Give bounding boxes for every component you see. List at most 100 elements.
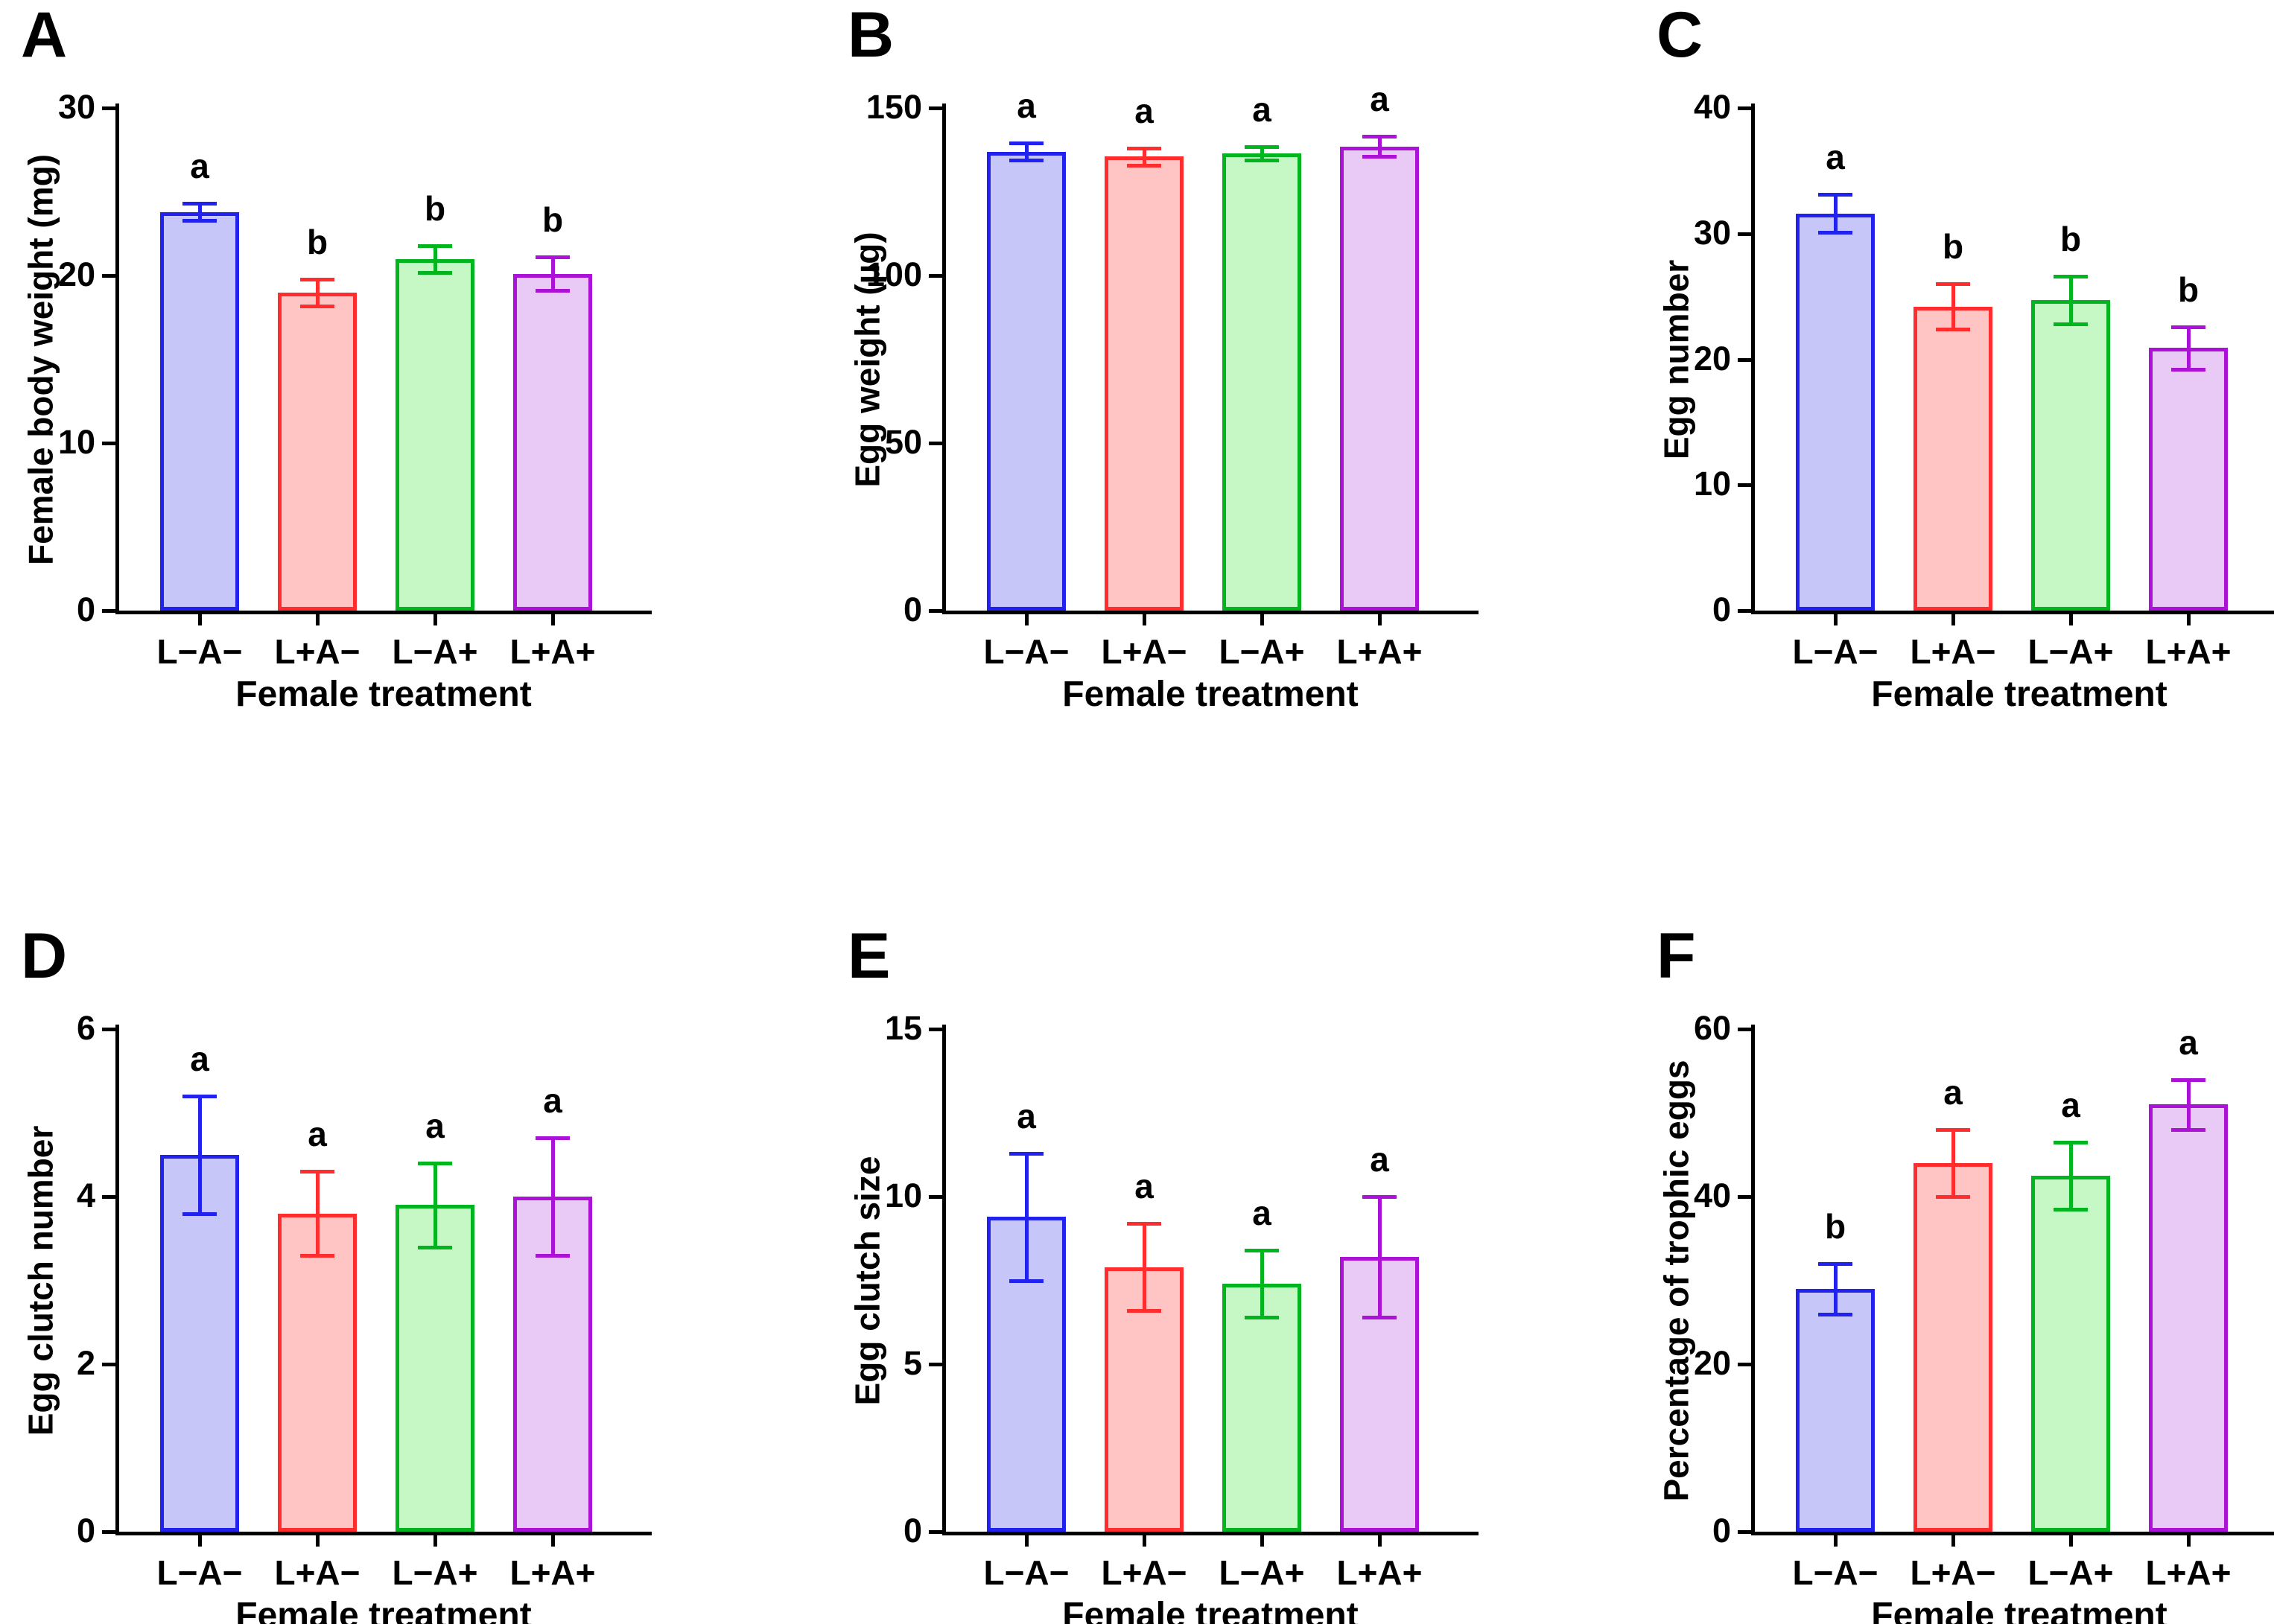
y-axis-line bbox=[115, 1025, 119, 1535]
x-tick-mark bbox=[2069, 614, 2073, 625]
x-tick-label: L−A+ bbox=[1219, 1553, 1305, 1592]
panel-b: 0 50 100 150 a L−A− a L+A− a L−A+ a L+A+ B Egg weig… bbox=[827, 0, 1584, 812]
y-tick-label: 15 bbox=[884, 1009, 922, 1047]
panel-f: 0 20 40 60 b L−A− a L+A− a L−A+ a L+A+ F Percentage… bbox=[1636, 921, 2274, 1624]
y-axis-title: Percentage of trophic eggs bbox=[1657, 1060, 1696, 1502]
y-tick-mark bbox=[102, 1363, 115, 1366]
y-tick-mark bbox=[929, 1363, 942, 1366]
y-tick-label: 0 bbox=[903, 1512, 922, 1550]
x-tick-label: L−A− bbox=[983, 1553, 1070, 1592]
x-tick-label: L+A+ bbox=[1336, 1553, 1423, 1592]
x-tick-label: L+A− bbox=[1910, 1553, 1996, 1592]
y-tick-mark bbox=[929, 1195, 942, 1199]
error-bar-cap bbox=[1818, 1262, 1852, 1266]
significance-letter: a bbox=[1134, 1167, 1154, 1206]
error-bar-line bbox=[198, 1096, 202, 1214]
significance-letter: b bbox=[1824, 1207, 1846, 1246]
error-bar-line bbox=[2187, 1079, 2191, 1130]
x-tick-label: L−A− bbox=[983, 632, 1070, 671]
y-tick-mark bbox=[1738, 1363, 1751, 1366]
error-bar-cap bbox=[418, 270, 452, 275]
y-tick-label: 50 bbox=[884, 423, 922, 461]
y-axis-line bbox=[942, 104, 946, 614]
error-bar-cap bbox=[300, 1253, 334, 1258]
bar bbox=[1222, 1284, 1301, 1532]
panel-letter: C bbox=[1657, 0, 1703, 71]
x-tick-label: L−A− bbox=[1792, 1553, 1878, 1592]
y-tick-label: 2 bbox=[76, 1344, 95, 1382]
significance-letter: a bbox=[543, 1081, 562, 1121]
significance-letter: a bbox=[2179, 1022, 2198, 1062]
x-axis-title: Female treatment bbox=[1871, 1596, 2167, 1624]
error-bar-line bbox=[2069, 1141, 2073, 1209]
bar bbox=[278, 292, 357, 611]
y-tick-label: 6 bbox=[76, 1009, 95, 1047]
x-tick-mark bbox=[316, 1535, 320, 1547]
x-axis-title: Female treatment bbox=[1062, 1596, 1359, 1624]
y-tick-mark bbox=[929, 1028, 942, 1031]
y-axis-title: Egg clutch number bbox=[21, 1125, 60, 1436]
x-tick-mark bbox=[1260, 1535, 1264, 1547]
error-bar-cap bbox=[182, 202, 217, 206]
x-axis-line bbox=[1751, 611, 2274, 614]
bar bbox=[513, 273, 592, 611]
error-bar-line bbox=[1143, 148, 1146, 165]
significance-letter: a bbox=[1252, 1194, 1271, 1232]
x-axis-title: Female treatment bbox=[1871, 675, 2167, 714]
x-tick-label: L+A+ bbox=[509, 632, 596, 671]
x-tick-mark bbox=[1025, 614, 1029, 625]
x-tick-label: L+A− bbox=[274, 632, 361, 671]
y-axis-line bbox=[1751, 1025, 1755, 1535]
significance-letter: b bbox=[2177, 270, 2200, 309]
significance-letter: a bbox=[1826, 138, 1845, 177]
plot-area-e: 0 5 10 15 a L−A− a L+A− a L−A+ a L+A+ bbox=[827, 921, 1584, 1624]
y-tick-label: 0 bbox=[76, 1512, 95, 1550]
significance-letter: b bbox=[424, 188, 446, 228]
y-axis-line bbox=[942, 1025, 946, 1535]
x-tick-mark bbox=[551, 614, 555, 625]
error-bar-cap bbox=[1362, 1195, 1397, 1199]
x-axis-line bbox=[942, 611, 1479, 614]
error-bar-cap bbox=[1818, 231, 1852, 235]
error-bar-cap bbox=[2171, 368, 2205, 372]
error-bar-cap bbox=[1362, 1316, 1397, 1319]
panel-c: 0 10 20 30 40 a L−A− b L+A− b L−A+ b L+A+ C Egg numb… bbox=[1636, 0, 2274, 812]
bar bbox=[1222, 153, 1301, 611]
y-tick-mark bbox=[102, 1028, 115, 1031]
y-tick-label: 30 bbox=[57, 88, 95, 126]
bar bbox=[1796, 213, 1875, 611]
significance-letter: b bbox=[2059, 220, 2082, 259]
error-bar-cap bbox=[1362, 135, 1397, 139]
bar bbox=[2149, 348, 2228, 611]
error-bar-cap bbox=[300, 1170, 334, 1174]
error-bar-line bbox=[1378, 1197, 1382, 1317]
y-tick-mark bbox=[1738, 232, 1751, 236]
error-bar-cap bbox=[2054, 1207, 2088, 1211]
error-bar-line bbox=[1025, 143, 1029, 160]
panel-e: 0 5 10 15 a L−A− a L+A− a L−A+ a L+A+ E Egg clutch … bbox=[827, 921, 1584, 1624]
error-bar-cap bbox=[1936, 328, 1970, 331]
y-tick-label: 5 bbox=[903, 1344, 922, 1382]
error-bar-cap bbox=[1936, 282, 1970, 287]
x-tick-mark bbox=[433, 1535, 437, 1547]
x-tick-mark bbox=[551, 1535, 555, 1547]
x-tick-label: L+A+ bbox=[2145, 632, 2232, 671]
error-bar-cap bbox=[536, 255, 570, 260]
error-bar-cap bbox=[1127, 1222, 1161, 1226]
x-tick-label: L+A+ bbox=[509, 1553, 596, 1592]
x-tick-mark bbox=[2187, 1535, 2191, 1547]
x-tick-label: L−A+ bbox=[392, 1553, 478, 1592]
x-tick-mark bbox=[1378, 614, 1382, 625]
significance-letter: b bbox=[1942, 227, 1964, 267]
error-bar-line bbox=[1260, 1250, 1264, 1317]
significance-letter: b bbox=[306, 222, 328, 261]
error-bar-cap bbox=[418, 243, 452, 248]
x-tick-mark bbox=[1951, 1535, 1955, 1547]
bar bbox=[987, 151, 1066, 611]
panel-letter: D bbox=[21, 920, 68, 992]
y-tick-mark bbox=[102, 442, 115, 445]
y-tick-mark bbox=[1738, 357, 1751, 362]
error-bar-line bbox=[551, 257, 555, 291]
y-tick-mark bbox=[1738, 609, 1751, 613]
x-axis-line bbox=[942, 1532, 1479, 1535]
